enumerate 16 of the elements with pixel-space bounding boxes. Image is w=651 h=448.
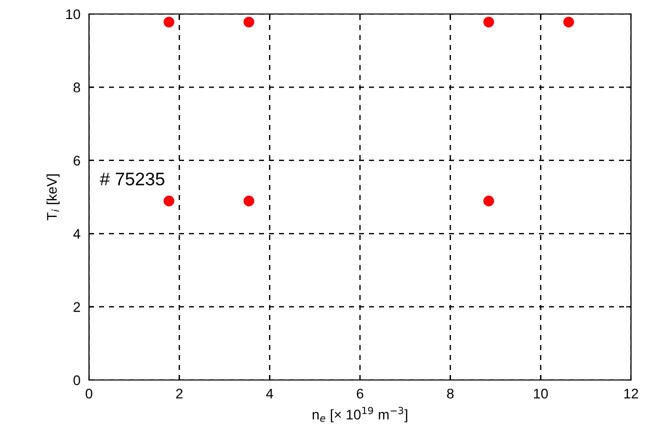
x-tick-label: 2 <box>176 388 182 398</box>
x-tick-label: 12 <box>624 388 638 398</box>
y-tick-label: 6 <box>74 156 80 166</box>
x-tick-label: 4 <box>266 388 274 398</box>
x-tick-label: 6 <box>356 388 364 399</box>
y-tick-label: 0 <box>73 375 80 386</box>
y-tick-label: 8 <box>74 82 80 92</box>
x-tick-label: 8 <box>447 388 454 399</box>
y-tick-label: 2 <box>74 302 80 312</box>
x-tick-label: 10 <box>534 388 548 399</box>
y-tick-label: 10 <box>66 9 80 20</box>
x-axis-title: n$_{e}$ [× 10$^{19}$ m$^{−3}$] <box>312 406 408 422</box>
y-axis-title: T$_{i}$ [keV] <box>46 174 60 220</box>
y-tick-label: 4 <box>73 229 80 239</box>
x-tick-label: 0 <box>86 388 92 399</box>
annotation: # 75235 <box>100 172 164 186</box>
